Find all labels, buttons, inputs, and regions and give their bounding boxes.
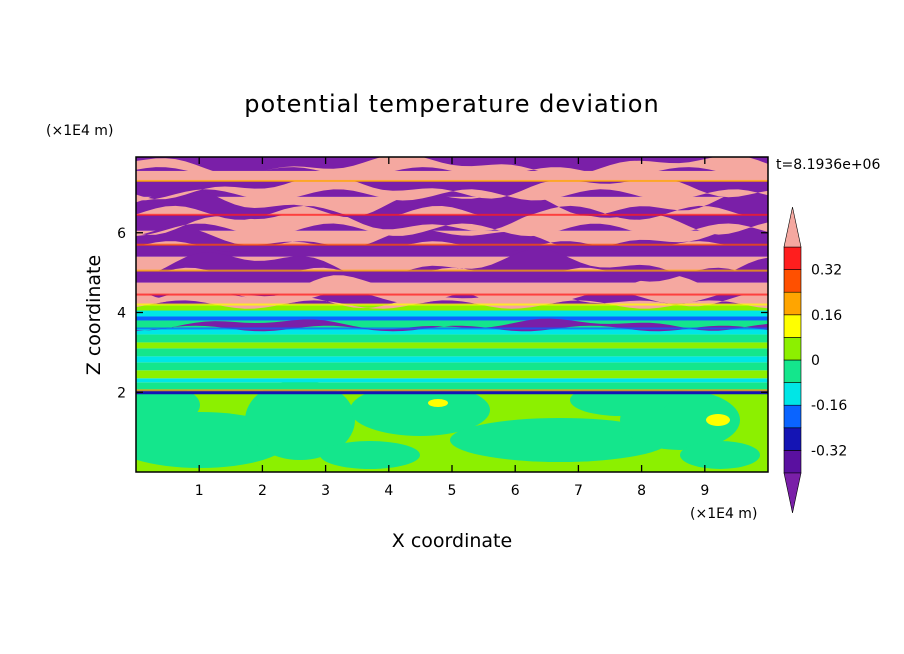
x-tick-label: 2: [258, 483, 267, 499]
y-tick-label: 2: [117, 385, 126, 401]
field-blob: [680, 441, 760, 469]
colorbar-band: [783, 314, 802, 338]
colorbar-band: [783, 337, 802, 361]
colorbar-extend-top: [783, 206, 802, 248]
field-edge: [136, 293, 768, 296]
field-stripe: [136, 390, 768, 395]
x-tick-label: 7: [574, 483, 583, 499]
field-filament: [136, 248, 768, 282]
field-edge: [136, 213, 768, 216]
colorbar-band: [783, 359, 802, 383]
field-stripe: [136, 310, 768, 317]
field-edge: [136, 389, 768, 392]
field-stripe: [136, 362, 768, 371]
field-stripe: [136, 328, 768, 335]
x-unit-label: (×1E4 m): [690, 506, 757, 522]
x-tick-label: 1: [195, 483, 204, 499]
colorbar-tick-label: 0: [811, 353, 820, 369]
field-blob: [350, 384, 490, 436]
field-stripe: [136, 320, 768, 329]
chart-title: potential temperature deviation: [244, 90, 659, 118]
field-stripe: [136, 348, 768, 357]
field-filament: [136, 157, 768, 177]
field-blob: [450, 418, 670, 462]
field-edge: [136, 269, 768, 272]
y-tick-label: 6: [117, 226, 126, 242]
field-band: [136, 270, 768, 283]
x-tick-label: 4: [384, 483, 393, 499]
field-filament: [136, 174, 768, 201]
y-axis: 2 4 6: [117, 226, 768, 401]
field-blob: [245, 380, 355, 460]
time-label: t=8.1936e+06: [776, 157, 880, 173]
field-blob: [136, 385, 200, 425]
x-tick-label: 5: [448, 483, 457, 499]
colorbar-band: [783, 291, 802, 316]
field-edge: [136, 179, 768, 182]
x-tick-label: 6: [511, 483, 520, 499]
y-axis-label: Z coordinate: [83, 255, 105, 375]
x-tick-label: 8: [637, 483, 646, 499]
field-edge: [136, 327, 768, 330]
colorbar-tick-label: -0.32: [811, 443, 847, 459]
colorbar-band: [783, 450, 802, 474]
colorbar: 0.32 0.16 0 -0.16 -0.32: [783, 206, 847, 514]
field-edge: [136, 243, 768, 246]
field-stripe: [136, 356, 768, 363]
y-tick-label: 4: [117, 306, 126, 322]
colorbar-tick-label: -0.16: [811, 398, 847, 414]
field-stripe: [136, 378, 768, 383]
field-filament: [136, 226, 768, 253]
colorbar-band: [783, 269, 802, 293]
field-stripe: [136, 316, 768, 321]
colorbar-tick-label: 0.32: [811, 263, 842, 279]
colorbar-band: [783, 382, 802, 406]
colorbar-band: [783, 427, 802, 451]
field-stripe: [136, 342, 768, 349]
colorbar-tick-label: 0.16: [811, 308, 842, 324]
colorbar-band: [783, 404, 802, 429]
y-unit-label: (×1E4 m): [46, 123, 113, 139]
contour-field: [136, 157, 768, 472]
field-blob: [320, 441, 420, 469]
colorbar-band: [783, 246, 802, 270]
field-stripe: [136, 334, 768, 343]
field-blob: [706, 414, 730, 426]
x-axis: 1 2 3 4 5 6 7 8 9: [195, 157, 709, 499]
x-axis-label: X coordinate: [392, 530, 512, 552]
field-edge: [136, 303, 768, 306]
field-band: [136, 170, 768, 181]
field-stripe: [136, 304, 768, 311]
field-band: [136, 244, 768, 257]
x-tick-label: 9: [700, 483, 709, 499]
field-stripe: [136, 382, 768, 391]
x-tick-label: 3: [321, 483, 330, 499]
field-filament: [136, 187, 768, 220]
field-blob: [428, 399, 448, 407]
colorbar-extend-bottom: [783, 472, 802, 514]
field-stripe: [136, 370, 768, 379]
